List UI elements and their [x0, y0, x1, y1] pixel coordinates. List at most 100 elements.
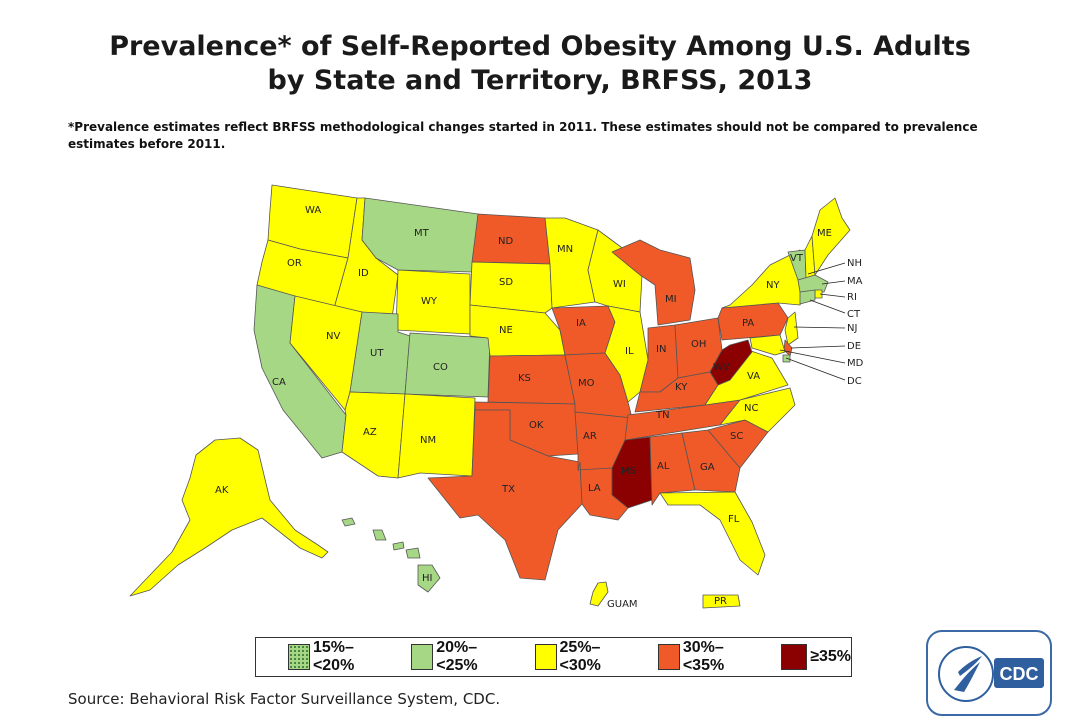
label-CO: CO [433, 362, 448, 373]
legend: 15%–<20% 20%–<25% 25%–<30% 30%–<35% ≥35% [255, 637, 852, 677]
state-MD [749, 334, 786, 356]
state-PR [702, 594, 741, 609]
legend-item: 30%–<35% [657, 639, 751, 675]
cdc-logo: CDC [926, 630, 1052, 716]
label-MS: MS [621, 466, 636, 477]
legend-item: 15%–<20% [288, 639, 381, 675]
legend-item: 25%–<30% [534, 639, 628, 675]
label-GUAM: GUAM [607, 599, 638, 610]
state-TX [427, 409, 583, 581]
label-RI: RI [847, 292, 857, 303]
label-IL: IL [625, 346, 634, 357]
label-WY: WY [421, 296, 438, 307]
us-map: WA OR CA ID NV MT WY UT CO AZ NM ND SD N… [129, 184, 864, 610]
label-NE: NE [499, 325, 513, 336]
state-FL [659, 491, 766, 576]
label-PR: PR [714, 596, 727, 607]
state-labels: WA OR CA ID NV MT WY UT CO AZ NM ND SD N… [215, 205, 864, 610]
label-UT: UT [370, 348, 384, 359]
label-IA: IA [576, 318, 586, 329]
label-OK: OK [529, 420, 544, 431]
label-KY: KY [675, 382, 688, 393]
label-KS: KS [518, 373, 531, 384]
label-ND: ND [498, 236, 513, 247]
label-MD: MD [847, 358, 864, 369]
label-OR: OR [287, 258, 302, 269]
label-VT: VT [790, 253, 804, 264]
label-LA: LA [588, 483, 601, 494]
label-AL: AL [657, 461, 670, 472]
legend-item: 20%–<25% [411, 639, 504, 675]
label-CT: CT [847, 309, 861, 320]
label-DC: DC [847, 376, 862, 387]
legend-label: ≥35% [810, 648, 851, 665]
label-NC: NC [744, 403, 758, 414]
label-MA: MA [847, 276, 863, 287]
label-AZ: AZ [363, 427, 377, 438]
state-GA [681, 429, 741, 493]
label-ID: ID [358, 268, 369, 279]
legend-label: 30%–<35% [682, 639, 725, 674]
title-line-1: Prevalence* of Self-Reported Obesity Amo… [109, 31, 971, 62]
label-WA: WA [305, 205, 321, 216]
state-GUAM [589, 581, 609, 607]
hhs-eagle-icon: CDC [938, 646, 1044, 702]
source-citation: Source: Behavioral Risk Factor Surveilla… [68, 690, 501, 708]
state-CT [799, 289, 816, 305]
legend-item: ≥35% [781, 644, 851, 670]
label-SD: SD [499, 277, 513, 288]
label-NM: NM [420, 435, 436, 446]
state-HI-2 [341, 517, 356, 527]
label-NV: NV [326, 331, 340, 342]
label-NY: NY [766, 280, 780, 291]
label-PA: PA [742, 318, 754, 329]
state-HI-4 [392, 541, 405, 551]
footnote: *Prevalence estimates reflect BRFSS meth… [68, 120, 978, 151]
label-TN: TN [655, 410, 670, 421]
label-CA: CA [272, 377, 286, 388]
label-MT: MT [414, 228, 430, 239]
state-HI-5 [405, 547, 421, 559]
leader-lines [779, 262, 846, 381]
legend-label: 25%–<30% [559, 639, 601, 674]
label-MI: MI [665, 294, 677, 305]
label-MO: MO [578, 378, 595, 389]
page-title: Prevalence* of Self-Reported Obesity Amo… [0, 30, 1080, 98]
state-MA [797, 274, 829, 293]
state-WV [709, 339, 753, 386]
label-GA: GA [700, 462, 715, 473]
label-AR: AR [583, 431, 597, 442]
state-MI [611, 239, 696, 326]
label-MN: MN [557, 244, 573, 255]
label-OH: OH [691, 339, 706, 350]
legend-swatch [657, 644, 680, 670]
label-AK: AK [215, 485, 229, 496]
state-HI [417, 564, 441, 593]
state-IL [604, 305, 649, 403]
label-TX: TX [501, 484, 515, 495]
label-NJ: NJ [847, 323, 857, 334]
legend-swatch [781, 644, 808, 670]
state-NJ [784, 311, 799, 346]
state-KS [487, 354, 576, 405]
legend-swatch [288, 644, 310, 670]
cdc-logo-text: CDC [1000, 664, 1039, 684]
legend-label: 20%–<25% [436, 639, 478, 674]
label-DE: DE [847, 341, 861, 352]
label-IN: IN [656, 344, 666, 355]
label-NH: NH [847, 258, 862, 269]
legend-swatch [411, 644, 434, 670]
label-VA: VA [747, 371, 760, 382]
legend-swatch [534, 644, 557, 670]
state-AK [129, 437, 329, 597]
label-WV: WV [713, 362, 730, 373]
label-SC: SC [730, 431, 743, 442]
title-line-2: by State and Territory, BRFSS, 2013 [267, 65, 813, 96]
label-WI: WI [613, 279, 626, 290]
legend-label: 15%–<20% [312, 639, 355, 674]
state-NM [397, 393, 476, 479]
label-ME: ME [817, 228, 832, 239]
label-FL: FL [728, 514, 740, 525]
state-SD [469, 261, 553, 314]
label-HI: HI [422, 573, 432, 584]
